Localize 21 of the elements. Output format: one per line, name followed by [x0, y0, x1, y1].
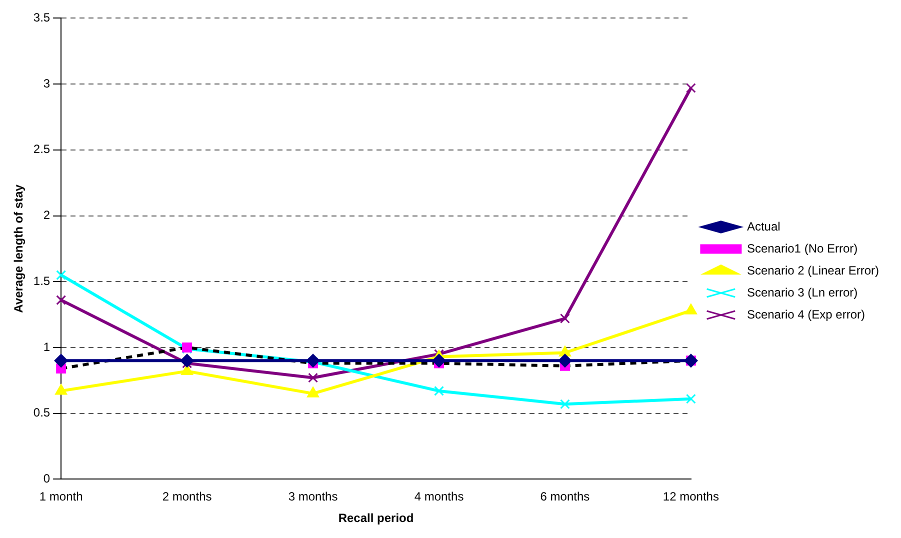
y-tick-label: 3.5 — [33, 10, 50, 25]
y-tick-label: 2.5 — [33, 142, 50, 156]
legend-label: Scenario 4 (Exp error) — [746, 307, 865, 322]
x-tick-label: 6 months — [540, 490, 590, 504]
y-tick-label: 3 — [43, 76, 50, 90]
x-tick-label: 12 months — [662, 490, 719, 504]
y-tick-label: 0.5 — [33, 406, 50, 420]
x-tick-label: 1 month — [39, 490, 83, 504]
x-tick-label: 4 months — [414, 490, 464, 504]
legend-label: Scenario 3 (Ln error) — [746, 285, 858, 300]
legend-label: Scenario1 (No Error) — [746, 241, 858, 256]
y-tick-label: 1 — [43, 340, 50, 354]
x-axis-title: Recall period — [338, 511, 414, 526]
y-tick-label: 1.5 — [33, 274, 50, 288]
y-tick-label: 0 — [43, 472, 50, 486]
x-tick-label: 2 months — [162, 490, 212, 504]
x-tick-label: 3 months — [288, 490, 338, 504]
y-axis-title: Average length of stay — [12, 184, 26, 313]
legend-label: Scenario 2 (Linear Error) — [746, 263, 880, 278]
legend-label: Actual — [746, 219, 780, 234]
y-tick-label: 2 — [43, 208, 50, 222]
